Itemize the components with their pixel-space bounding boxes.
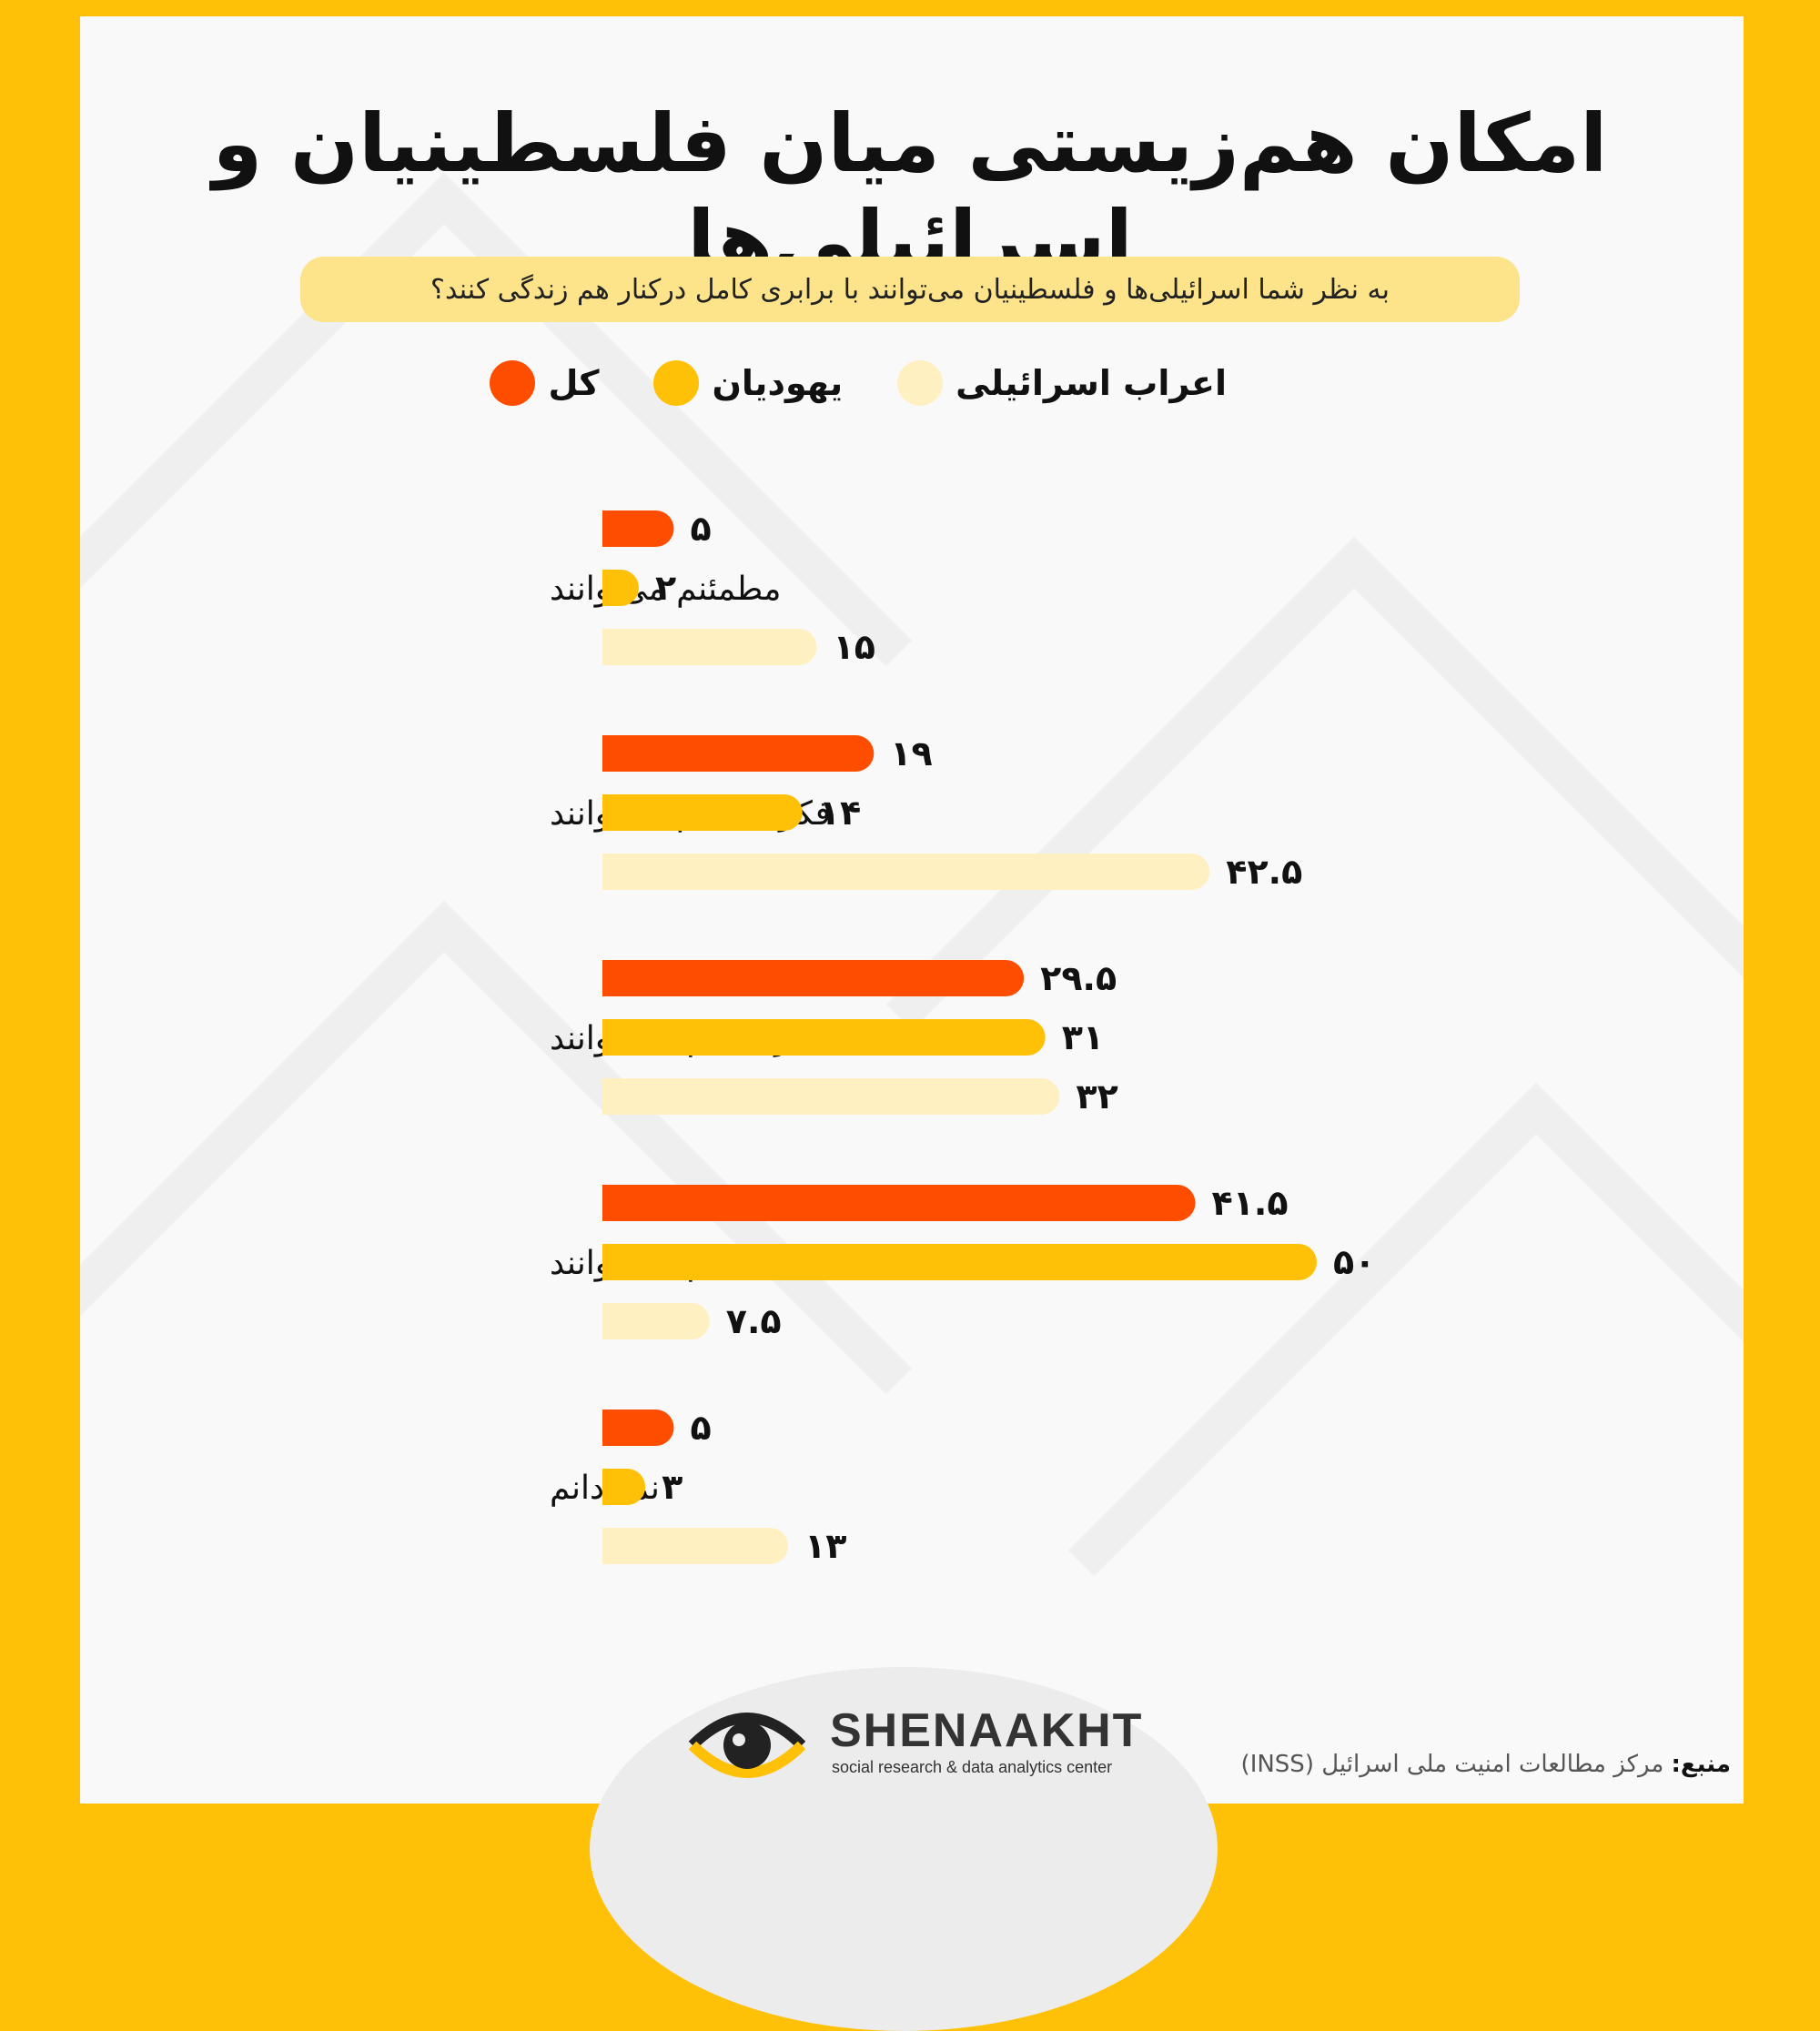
value-label-arabs: ۷.۵ — [726, 1301, 782, 1341]
legend-swatch-arabs — [897, 360, 944, 406]
bar-total — [602, 735, 875, 772]
bar-total-base — [602, 510, 621, 547]
bar-arabs-base — [602, 1528, 621, 1564]
category-label: مطمئنم می‌توانند — [550, 571, 781, 608]
brand-tagline: social research & data analytics center — [832, 1758, 1113, 1776]
legend-swatch-total — [490, 360, 536, 406]
value-label-arabs: ۳۲ — [1076, 1076, 1117, 1117]
legend-item-jews: یهودیان — [653, 360, 843, 406]
legend-item-arabs: اعراب اسرائیلی — [897, 360, 1227, 406]
source-label: منبع: — [1671, 1751, 1731, 1778]
bar-jews — [602, 1019, 1046, 1056]
value-label-arabs: ۴۲.۵ — [1226, 852, 1302, 892]
bar-arabs — [602, 1303, 710, 1339]
bar-arabs — [602, 854, 1210, 890]
legend-label-total: کل — [548, 363, 600, 403]
legend-swatch-jews — [653, 360, 700, 406]
bar-total-base — [602, 735, 621, 772]
bar-arabs-base — [602, 854, 621, 890]
value-label-jews: ۵۰ — [1333, 1242, 1375, 1282]
brand-name: SHENAAKHT — [830, 1704, 1144, 1757]
legend: کل یهودیان اعراب اسرائیلی — [490, 360, 1227, 406]
bar-jews — [602, 794, 803, 831]
bar-jews-base — [602, 1469, 621, 1505]
bar-total-base — [602, 960, 621, 996]
value-label-total: ۴۱.۵ — [1212, 1183, 1289, 1223]
bar-total-base — [602, 1410, 621, 1446]
bar-arabs — [602, 629, 817, 665]
value-label-arabs: ۱۳ — [804, 1526, 846, 1566]
legend-label-jews: یهودیان — [712, 363, 844, 403]
value-label-jews: ۳ — [662, 1467, 682, 1507]
bar-jews-base — [602, 570, 621, 606]
question-box: به نظر شما اسرائیلی‌ها و فلسطینیان می‌تو… — [300, 257, 1520, 322]
bar-jews-base — [602, 1019, 621, 1056]
value-label-jews: ۱۴ — [819, 793, 861, 833]
eye-icon — [688, 1713, 806, 1778]
bar-arabs — [602, 1528, 789, 1564]
source-text: مرکز مطالعات امنیت ملی اسرائیل (INSS) — [1240, 1751, 1664, 1778]
legend-item-total: کل — [490, 360, 599, 406]
value-label-jews: ۲ — [655, 568, 676, 608]
bar-total-base — [602, 1185, 621, 1221]
bar-total — [602, 1185, 1196, 1221]
bar-jews — [602, 1244, 1317, 1280]
value-label-arabs: ۱۵ — [834, 627, 875, 667]
legend-label-arabs: اعراب اسرائیلی — [956, 363, 1227, 403]
bar-arabs-base — [602, 1078, 621, 1115]
bar-jews-base — [602, 1244, 621, 1280]
bar-arabs-base — [602, 629, 621, 665]
value-label-total: ۵ — [691, 1408, 712, 1448]
value-label-total: ۵ — [691, 509, 712, 549]
value-label-jews: ۳۱ — [1062, 1017, 1104, 1057]
bar-jews-base — [602, 794, 621, 831]
bar-arabs — [602, 1078, 1060, 1115]
value-label-total: ۲۹.۵ — [1040, 958, 1117, 998]
value-label-total: ۱۹ — [890, 733, 932, 773]
bar-arabs-base — [602, 1303, 621, 1339]
source-note: منبع: مرکز مطالعات امنیت ملی اسرائیل (IN… — [1241, 1751, 1731, 1778]
bar-total — [602, 960, 1025, 996]
